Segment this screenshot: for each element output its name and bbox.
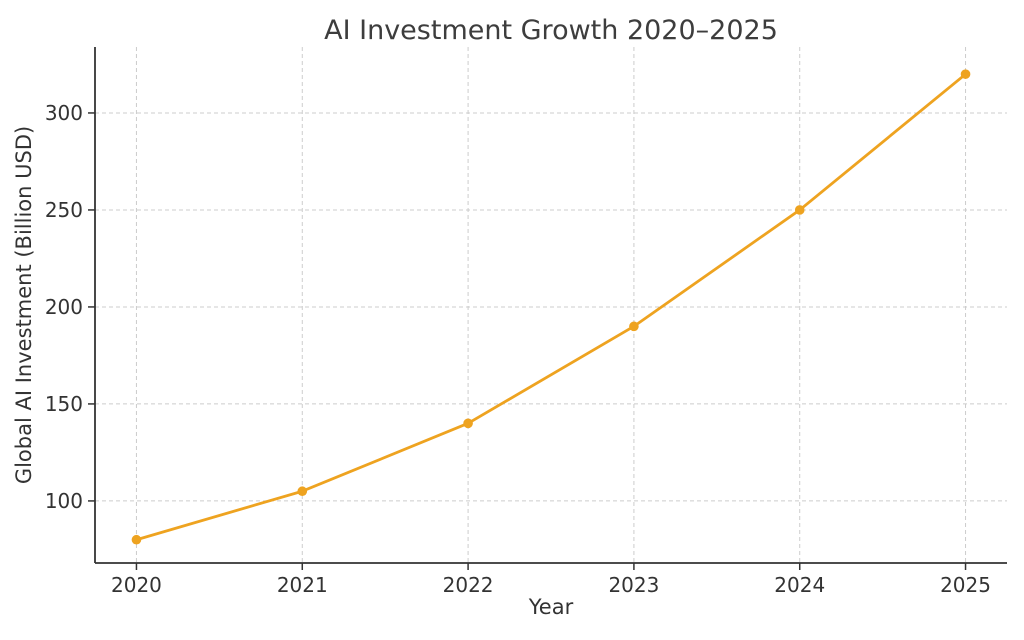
- data-point-marker: [131, 534, 142, 545]
- grid-layer: [95, 47, 1007, 563]
- y-axis-label: Global AI Investment (Billion USD): [12, 126, 36, 484]
- y-tick-label: 150: [45, 392, 83, 416]
- y-tick-label: 300: [45, 101, 83, 125]
- data-point-marker: [297, 486, 308, 497]
- y-tick-label: 100: [45, 489, 83, 513]
- chart-title: AI Investment Growth 2020–2025: [324, 15, 778, 46]
- x-tick-label: 2022: [443, 573, 494, 597]
- x-tick-label: 2024: [774, 573, 825, 597]
- y-tick-label: 200: [45, 295, 83, 319]
- data-point-marker: [794, 205, 805, 215]
- x-tick-label: 2025: [940, 573, 991, 597]
- data-point-marker: [960, 69, 971, 79]
- x-axis-label: Year: [528, 595, 574, 619]
- x-tick-label: 2023: [608, 573, 659, 597]
- data-point-marker: [463, 418, 473, 429]
- y-tick-label: 250: [45, 198, 83, 222]
- data-point-marker: [629, 321, 639, 332]
- x-tick-label: 2020: [111, 573, 162, 597]
- axes-layer: [88, 47, 1007, 570]
- series-layer: [131, 69, 971, 545]
- x-tick-label: 2021: [277, 573, 328, 597]
- tick-label-layer: 2020 2021 2022 2023 2024 2025 100 150 200 250 300: [45, 101, 991, 597]
- data-line: [135, 72, 967, 542]
